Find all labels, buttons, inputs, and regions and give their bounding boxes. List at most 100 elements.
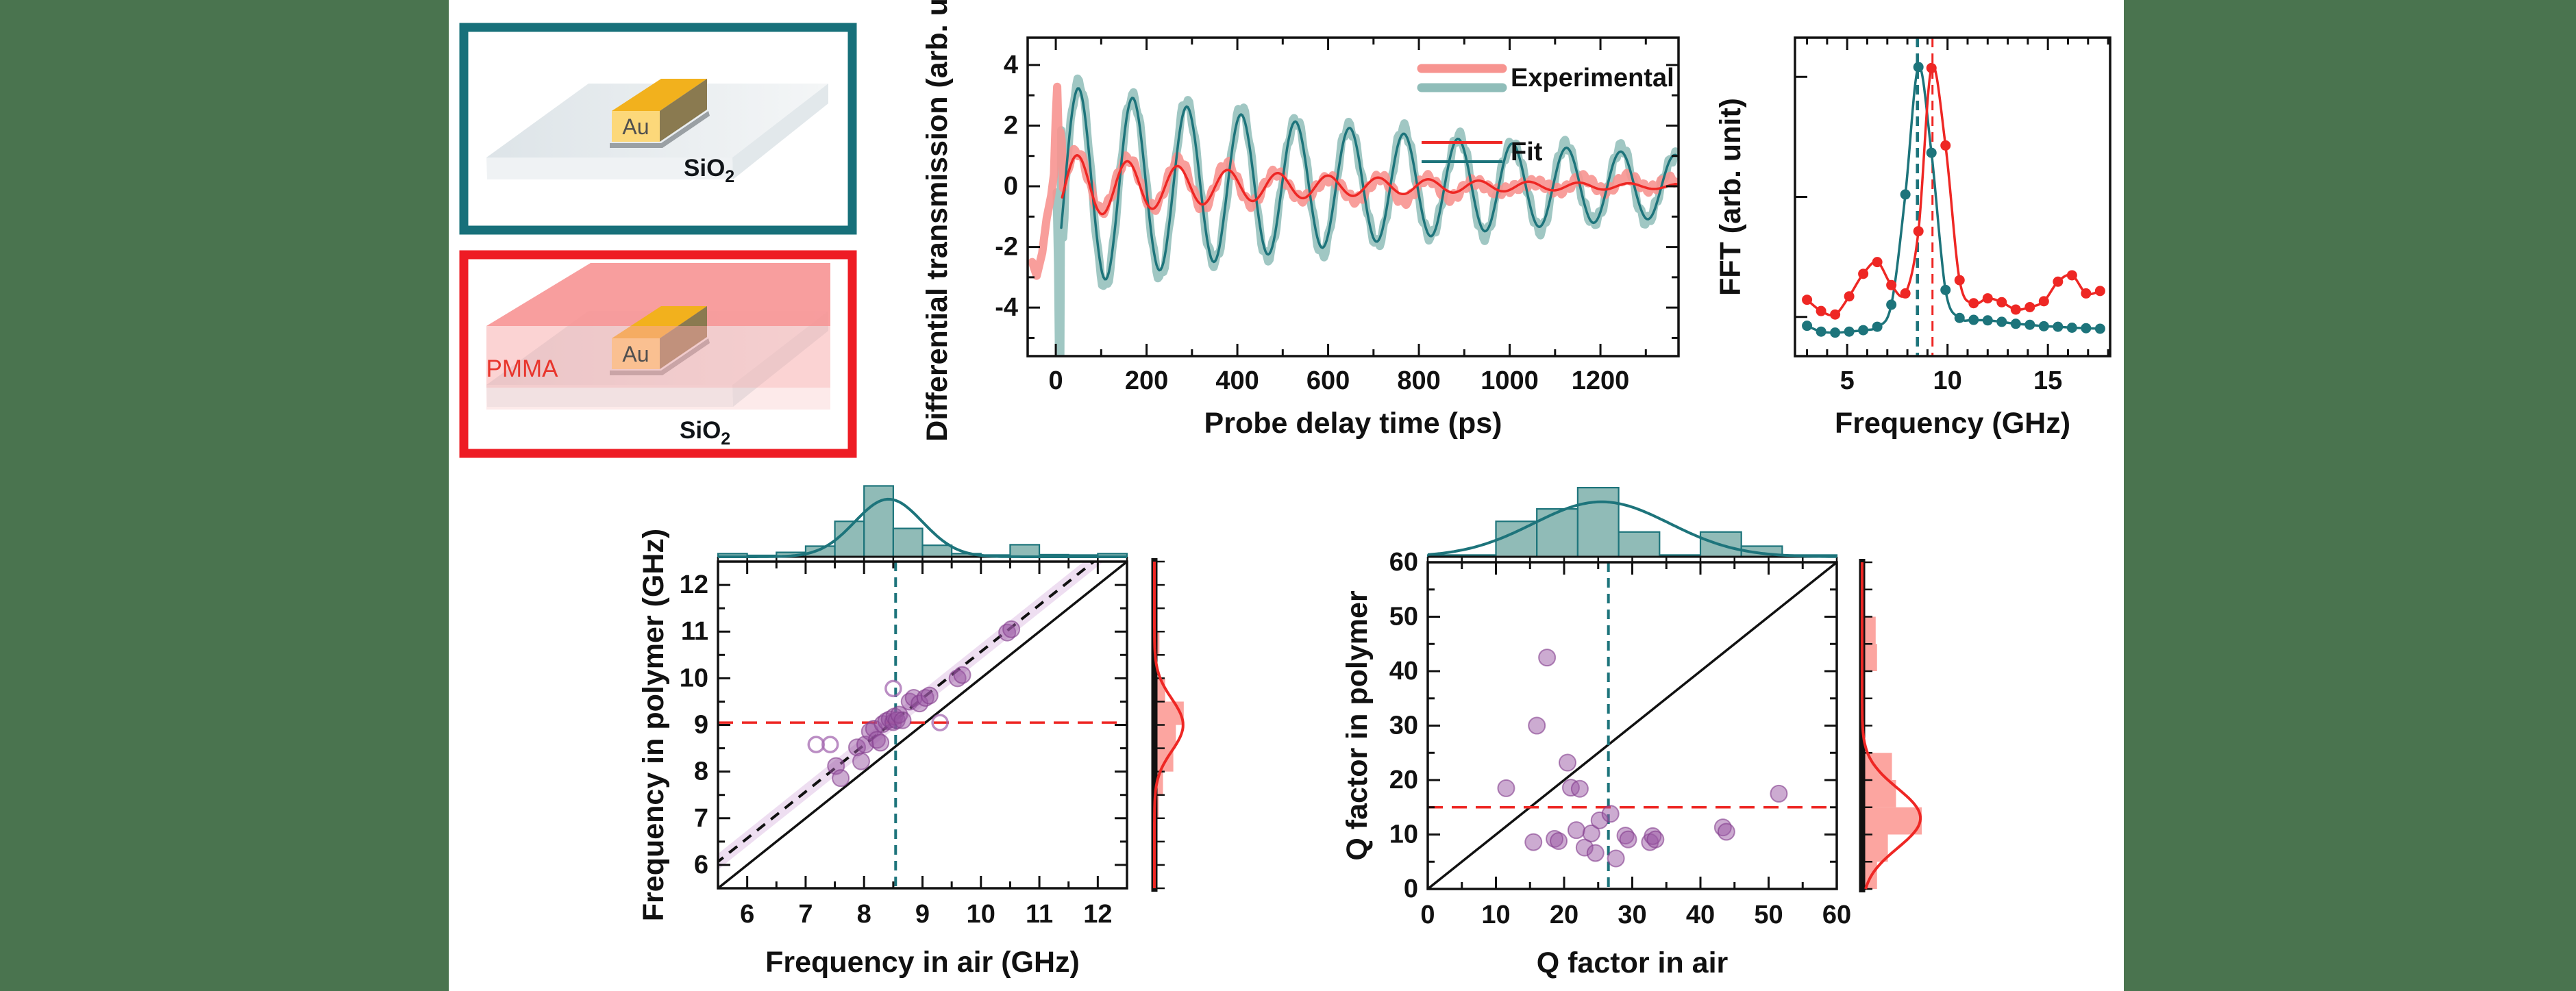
y-tick-label: 6 — [694, 851, 708, 879]
x-tick-label: 8 — [857, 900, 871, 929]
x-tick-label: 400 — [1215, 366, 1259, 395]
x-tick-label: 5 — [1840, 366, 1855, 395]
x-tick-label: 50 — [1754, 901, 1783, 929]
au-label: Au — [622, 342, 649, 366]
fft-y-ticks — [1795, 75, 1807, 318]
x-tick-label: 15 — [2033, 366, 2062, 395]
fft-plot: 5 10 15 Frequency (GHz) FFT (arb. unit) — [1714, 36, 2111, 440]
x-tick-label: 11 — [1026, 900, 1053, 929]
schematic-air-box: Au SiO2 — [459, 23, 857, 235]
sio2-sub: 2 — [725, 167, 734, 186]
outlier-open-points — [807, 679, 949, 753]
fft-markers-polymer — [1802, 62, 2105, 320]
y-tick-label: 11 — [681, 617, 708, 646]
sio2-main: SiO — [684, 155, 725, 181]
fft-series-group — [1802, 38, 2105, 356]
x-tick-label: 200 — [1125, 366, 1168, 395]
schematic-polymer-box: PMMA Au SiO2 — [459, 250, 857, 458]
y-tick-label: 8 — [694, 757, 708, 786]
sio2-sub: 2 — [721, 429, 730, 449]
series-polymer-fit — [1061, 153, 1678, 216]
au-bar-top — [612, 79, 707, 111]
y-axis-title: FFT (arb. unit) — [1714, 98, 1747, 296]
substrate-side-face — [732, 84, 828, 179]
x-tick-label: 30 — [1618, 901, 1646, 929]
top-marginal-histogram — [1426, 486, 1838, 564]
x-tick-label: 60 — [1822, 901, 1851, 929]
pmma-mid-layer — [486, 326, 830, 388]
identity-line — [718, 562, 1127, 888]
x-tick-label: 0 — [1420, 901, 1435, 929]
au-bar-shadow — [610, 111, 710, 148]
au-bar-front — [612, 111, 660, 142]
identity-line — [1428, 562, 1837, 889]
y-tick-label: 10 — [1389, 820, 1418, 849]
x-tick-label: 6 — [740, 900, 754, 929]
y-tick-label: 12 — [680, 570, 708, 599]
y-tick-label: 7 — [694, 804, 708, 833]
y-tick-label: 9 — [694, 711, 708, 740]
time-series-group — [1028, 74, 1679, 356]
x-tick-label: 7 — [798, 900, 813, 929]
y-tick-label: -2 — [995, 233, 1018, 262]
left-margin-band — [0, 0, 449, 991]
x-tick-label: 600 — [1306, 366, 1350, 395]
y-tick-label: 0 — [1004, 172, 1018, 201]
x-tick-label: 10 — [1933, 366, 1962, 395]
sio2-label: SiO2 — [684, 155, 734, 186]
legend: Experimental Fit — [1417, 64, 1674, 166]
axis-ticks — [1806, 38, 2109, 356]
au-label: Au — [622, 114, 649, 139]
y-tick-label: 10 — [680, 664, 708, 692]
x-axis-title: Frequency (GHz) — [1835, 407, 2070, 440]
pmma-back-wall — [486, 263, 830, 326]
pmma-front-layer — [486, 388, 830, 410]
x-tick-label: 10 — [1481, 901, 1510, 929]
series-polymer-experimental — [1028, 82, 1679, 280]
x-tick-label: 9 — [915, 900, 930, 929]
right-margin-band — [2124, 0, 2576, 991]
y-axis-title: Q factor in polymer — [1341, 590, 1374, 861]
top-marginal-histogram — [717, 485, 1128, 564]
x-tick-label: 1000 — [1481, 366, 1539, 395]
y-tick-label: 20 — [1389, 766, 1418, 794]
q_joint-plot-group — [1428, 562, 1837, 889]
pmma-label: PMMA — [486, 355, 559, 382]
fft-markers-air — [1802, 62, 2105, 338]
series-air-fit — [1060, 87, 1679, 281]
y-tick-label: 2 — [1004, 111, 1018, 140]
legend-label-experimental: Experimental — [1511, 64, 1674, 92]
au-bar-side — [660, 79, 707, 142]
x-tick-label: 0 — [1049, 366, 1063, 395]
x-axis-title: Q factor in air — [1537, 946, 1729, 979]
x-axis-title: Frequency in air (GHz) — [765, 946, 1080, 979]
y-tick-label: 40 — [1389, 657, 1418, 686]
q-factor-joint-plot: 00 10 10 20 20 30 30 40 40 50 50 60 60 Q factor in ai… — [1341, 486, 1922, 979]
y-tick-label: 4 — [1004, 51, 1018, 79]
plot-frame — [1026, 36, 1680, 357]
y-axis-title: Differential transmission (arb. unit) — [921, 0, 954, 442]
substrate-front-face — [486, 385, 733, 407]
y-tick-label: 0 — [1404, 875, 1418, 903]
fit-line — [718, 562, 1096, 864]
x-tick-label: 20 — [1550, 901, 1578, 929]
legend-label-fit: Fit — [1511, 138, 1543, 166]
axis-ticks — [1028, 38, 1679, 356]
y-tick-label: -4 — [995, 293, 1018, 322]
y-tick-label: 30 — [1389, 712, 1418, 740]
scatter-points — [827, 620, 1021, 788]
time-domain-plot: 0 200 400 600 800 1000 1200 -4 -2 0 2 4 Probe delay … — [921, 0, 1680, 442]
x-tick-label: 12 — [1083, 900, 1112, 929]
right-marginal-histogram — [1859, 559, 1922, 892]
substrate-front-face — [486, 158, 733, 179]
x-tick-label: 10 — [967, 900, 995, 929]
sio2-label: SiO2 — [680, 417, 730, 449]
x-axis-title: Probe delay time (ps) — [1204, 407, 1502, 440]
sample-schematics: Au SiO2 PMMA Au SiO2 — [459, 23, 857, 458]
x-tick-label: 800 — [1397, 366, 1440, 395]
x-tick-label: 40 — [1686, 901, 1715, 929]
right-marginal-histogram — [1151, 558, 1185, 892]
y-tick-label: 60 — [1389, 548, 1418, 577]
